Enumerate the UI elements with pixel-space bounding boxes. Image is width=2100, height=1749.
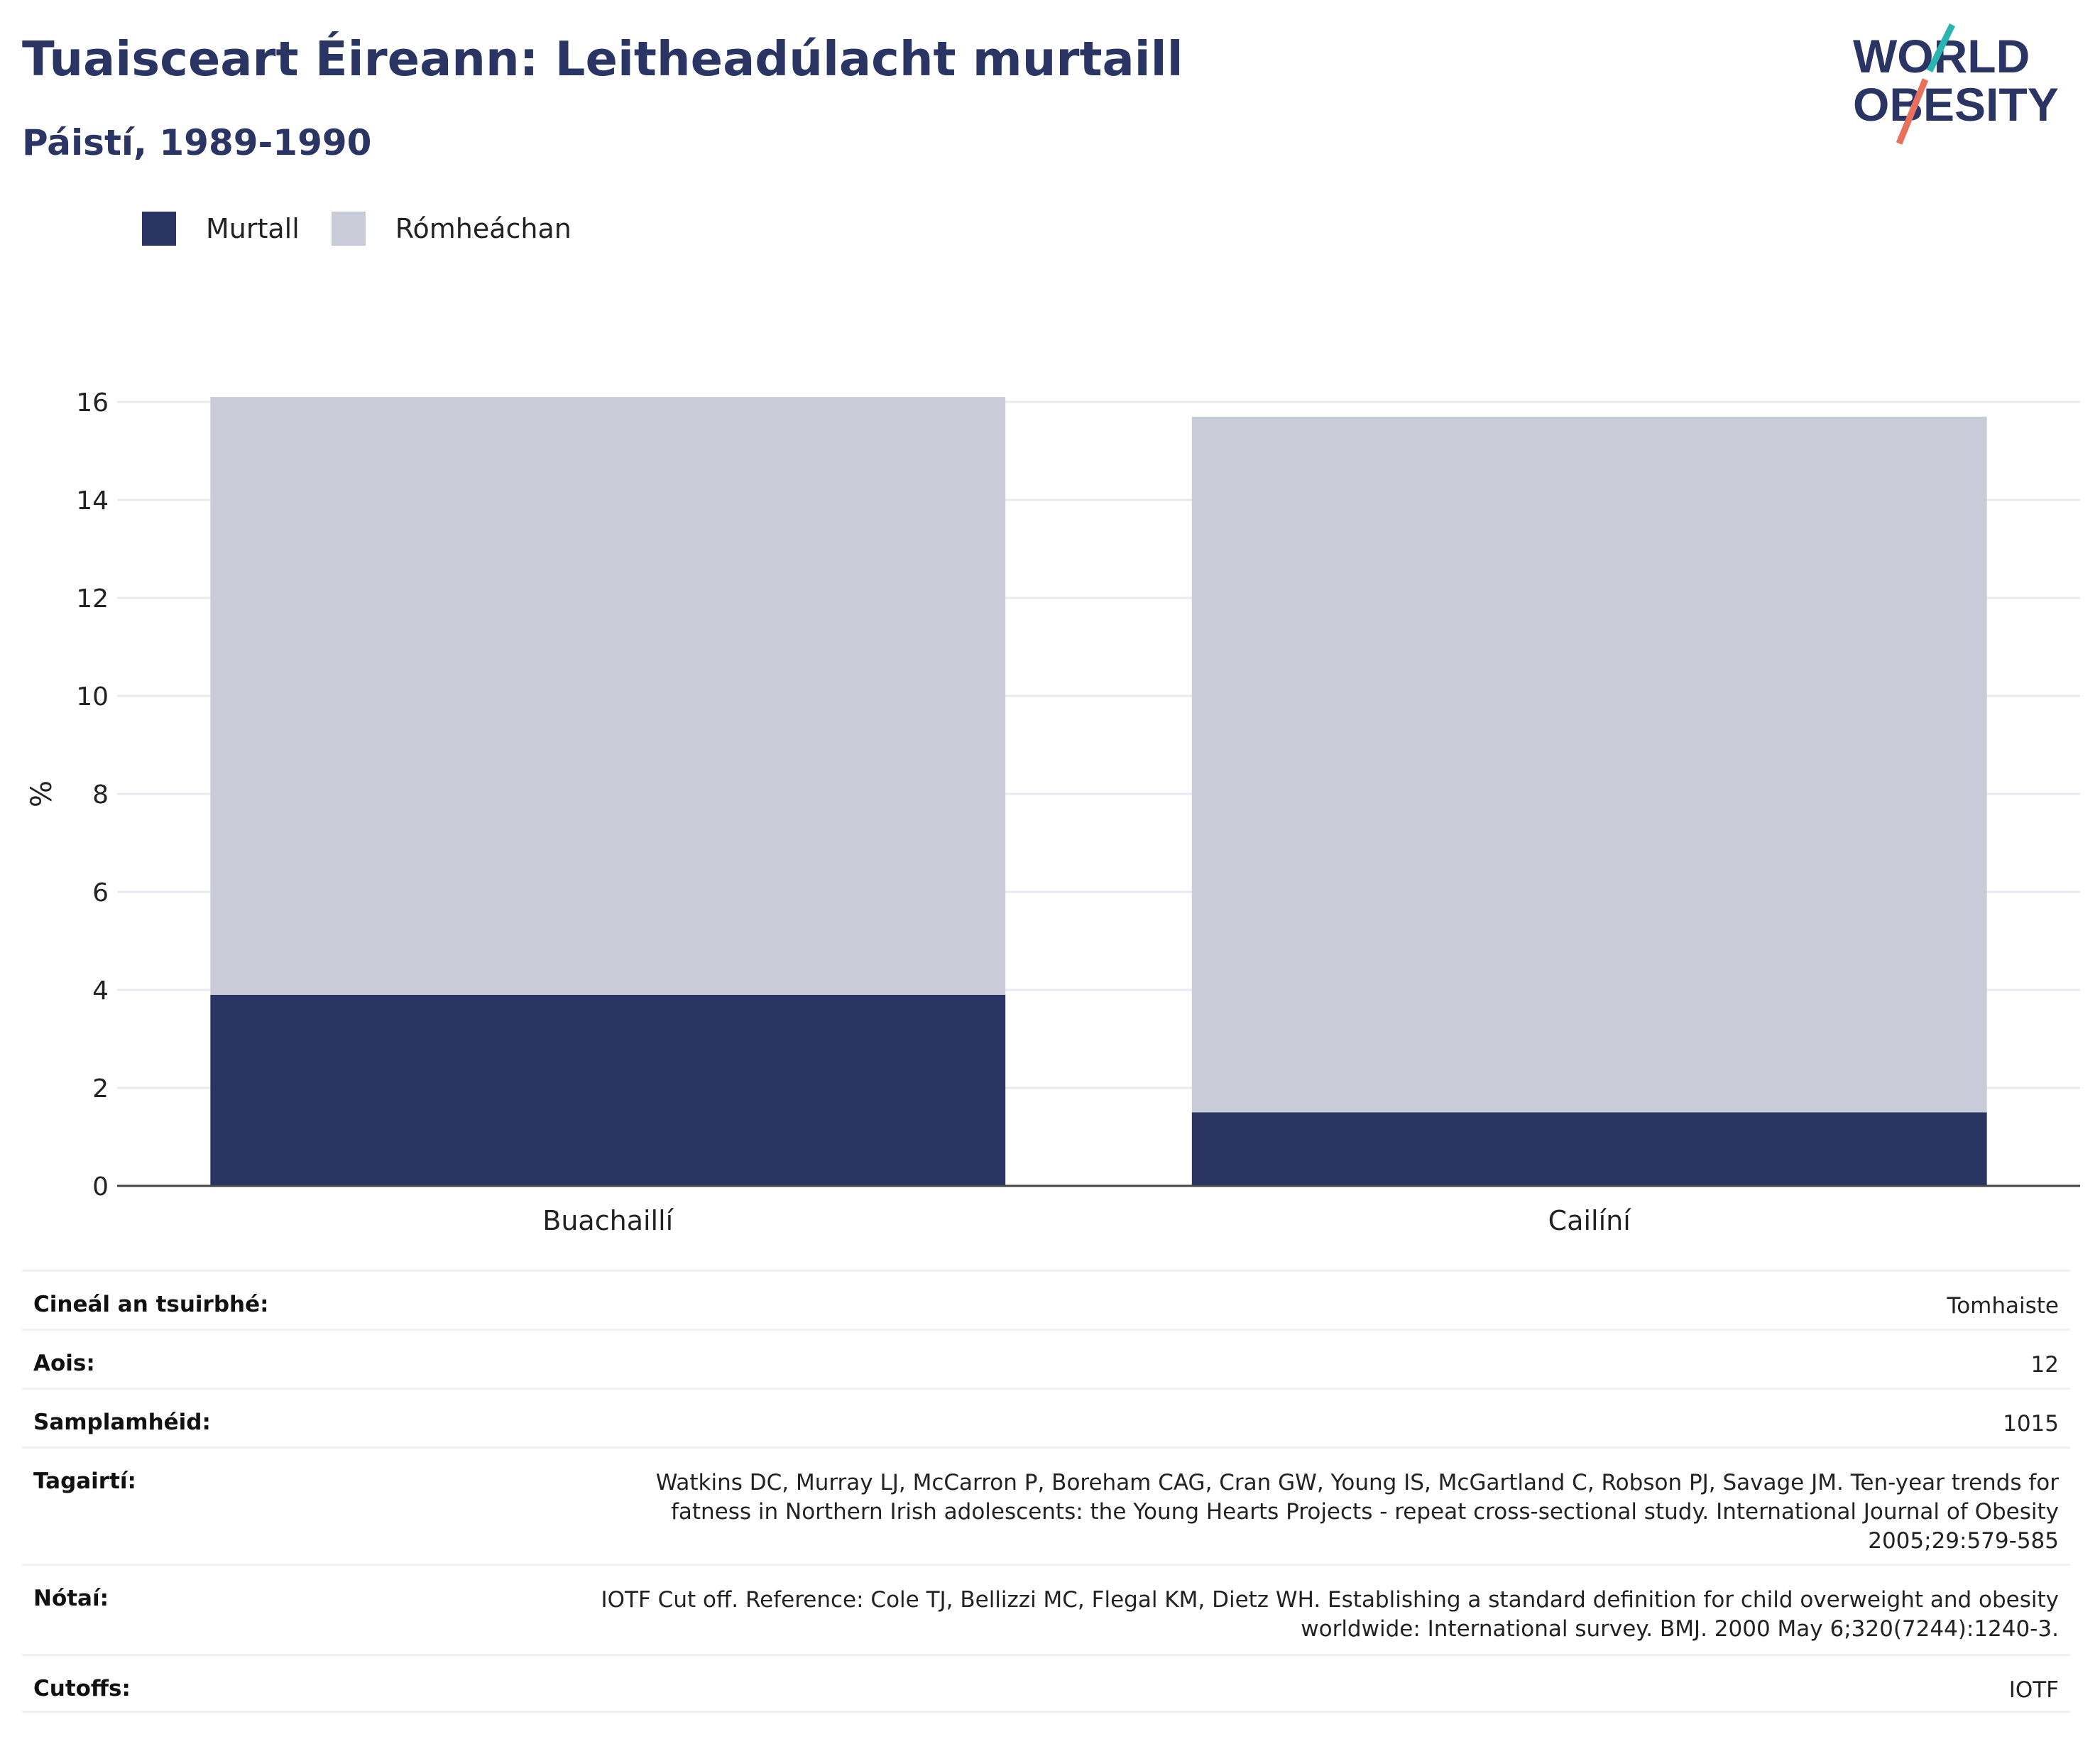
logo-slash-teal xyxy=(1926,23,1956,72)
meta-label-cutoffs: Cutoffs: xyxy=(33,1676,131,1701)
y-tick-label: 16 xyxy=(76,388,109,418)
bar-overweight xyxy=(210,397,1006,995)
meta-row-age: Aois: 12 xyxy=(22,1329,2070,1388)
meta-row-references: Tagairtí: Watkins DC, Murray LJ, McCarro… xyxy=(22,1446,2070,1564)
bar-obesity xyxy=(210,994,1006,1186)
y-tick-label: 8 xyxy=(92,780,109,810)
page-title: Tuaisceart Éireann: Leitheadúlacht murta… xyxy=(22,31,1183,87)
legend-swatch-overweight xyxy=(331,212,366,246)
bar-chart: 0 2 4 6 8 10 12 14 16 Buachaillí Cailíní% xyxy=(26,388,2080,1236)
meta-label-notes: Nótaí: xyxy=(33,1586,109,1611)
y-tick-label: 6 xyxy=(92,878,109,908)
chart-legend: Murtall Rómheáchan xyxy=(142,210,603,247)
legend-item-overweight[interactable]: Rómheáchan xyxy=(331,212,572,246)
meta-label-survey-type: Cineál an tsuirbhé: xyxy=(33,1292,269,1317)
y-axis-label: % xyxy=(26,780,58,807)
y-tick-label: 14 xyxy=(76,486,109,516)
meta-value-notes: IOTF Cut off. Reference: Cole TJ, Belliz… xyxy=(601,1587,2059,1642)
x-tick-label: Cailíní xyxy=(1548,1205,1632,1236)
y-tick-label: 10 xyxy=(76,682,109,712)
y-tick-label: 4 xyxy=(92,976,109,1006)
y-tick-label: 0 xyxy=(92,1172,109,1202)
logo-slash-coral xyxy=(1896,78,1929,145)
bar-overweight xyxy=(1191,416,1987,1113)
logo-line-2: OBESITY xyxy=(1853,78,2059,131)
page-subtitle: Páistí, 1989-1990 xyxy=(22,122,372,163)
legend-label-obesity: Murtall xyxy=(206,213,300,244)
meta-value-sample-size: 1015 xyxy=(2003,1411,2059,1437)
y-tick-label: 12 xyxy=(76,584,109,614)
metadata-table: Cineál an tsuirbhé: Tomhaiste Aois: 12 S… xyxy=(22,1270,2070,1713)
legend-swatch-obesity xyxy=(142,212,176,246)
meta-value-references: Watkins DC, Murray LJ, McCarron P, Boreh… xyxy=(655,1470,2059,1554)
meta-value-age: 12 xyxy=(2030,1352,2059,1378)
legend-item-obesity[interactable]: Murtall xyxy=(142,212,300,246)
world-obesity-logo: WORLD OBESITY xyxy=(1853,23,2059,145)
logo-line-1: WORLD xyxy=(1853,30,2030,82)
meta-label-sample-size: Samplamhéid: xyxy=(33,1410,211,1435)
meta-row-notes: Nótaí: IOTF Cut off. Reference: Cole TJ,… xyxy=(22,1564,2070,1654)
meta-value-cutoffs: IOTF xyxy=(2008,1677,2059,1703)
meta-label-references: Tagairtí: xyxy=(33,1469,136,1494)
meta-value-survey-type: Tomhaiste xyxy=(1947,1293,2059,1319)
meta-row-cutoffs: Cutoffs: IOTF xyxy=(22,1654,2070,1713)
meta-row-sample-size: Samplamhéid: 1015 xyxy=(22,1388,2070,1446)
legend-label-overweight: Rómheáchan xyxy=(395,213,572,244)
y-tick-label: 2 xyxy=(92,1074,109,1104)
meta-row-survey-type: Cineál an tsuirbhé: Tomhaiste xyxy=(22,1270,2070,1329)
bar-obesity xyxy=(1191,1112,1987,1186)
meta-label-age: Aois: xyxy=(33,1351,95,1376)
x-tick-label: Buachaillí xyxy=(542,1205,674,1236)
